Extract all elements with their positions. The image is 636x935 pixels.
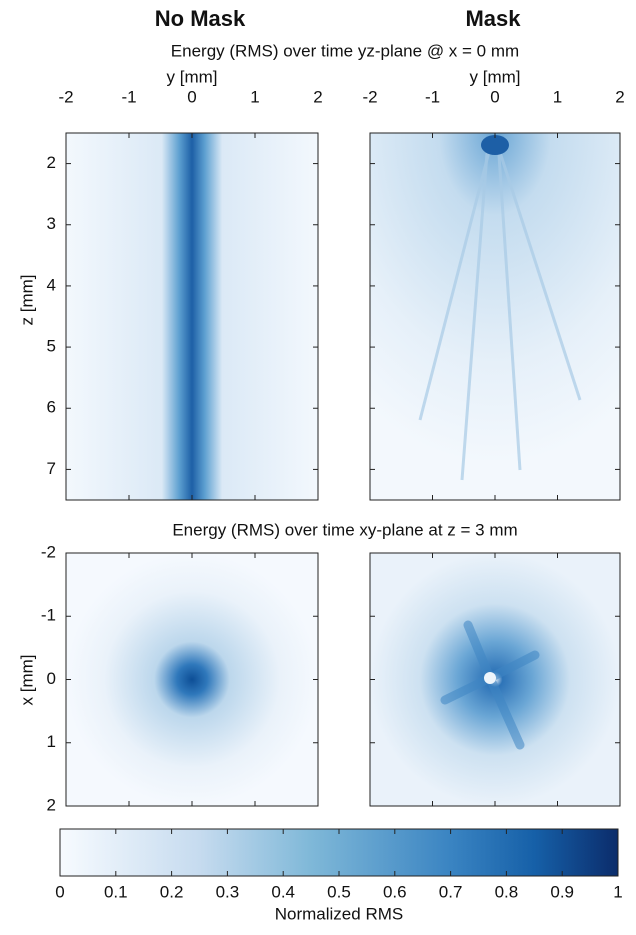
x-tick-label: -2 bbox=[58, 87, 73, 106]
colorbar-tick-label: 1 bbox=[613, 882, 622, 901]
y-tick-label: 4 bbox=[47, 275, 56, 294]
x-axis-label: y [mm] bbox=[470, 67, 521, 86]
x-tick-label: 2 bbox=[313, 87, 322, 106]
y-axis-label: x [mm] bbox=[17, 655, 36, 706]
heatmap-image bbox=[66, 133, 318, 500]
y-tick-label: -2 bbox=[41, 542, 56, 561]
heatmap-spokes bbox=[440, 620, 540, 750]
colorbar-tick-label: 0.5 bbox=[327, 882, 351, 901]
x-axis-label: y [mm] bbox=[167, 67, 218, 86]
colorbar-tick-label: 0.9 bbox=[550, 882, 574, 901]
colorbar bbox=[60, 829, 618, 876]
y-tick-label: -1 bbox=[41, 606, 56, 625]
x-tick-label: 0 bbox=[490, 87, 499, 106]
colorbar-tick-label: 0.7 bbox=[439, 882, 463, 901]
y-tick-label: 1 bbox=[47, 732, 56, 751]
panel-title: Energy (RMS) over time yz-plane @ x = 0 … bbox=[171, 41, 519, 60]
y-axis-label: z [mm] bbox=[17, 275, 36, 326]
y-tick-label: 6 bbox=[47, 398, 56, 417]
x-tick-label: 0 bbox=[187, 87, 196, 106]
colorbar-tick-label: 0.2 bbox=[160, 882, 184, 901]
y-tick-label: 5 bbox=[47, 337, 56, 356]
y-tick-label: 3 bbox=[47, 214, 56, 233]
heatmap-hotspot bbox=[481, 135, 509, 155]
panel-title: Energy (RMS) over time xy-plane at z = 3… bbox=[172, 520, 517, 539]
colorbar-tick-label: 0.8 bbox=[495, 882, 519, 901]
heatmap-hole bbox=[484, 672, 496, 684]
colorbar-tick-label: 0 bbox=[55, 882, 64, 901]
heatmap-image bbox=[66, 553, 318, 806]
colorbar-tick-label: 0.3 bbox=[216, 882, 240, 901]
x-tick-label: 2 bbox=[615, 87, 624, 106]
colorbar-tick-label: 0.6 bbox=[383, 882, 407, 901]
x-tick-label: -1 bbox=[425, 87, 440, 106]
heatmap-image bbox=[370, 133, 620, 500]
y-tick-label: 7 bbox=[47, 459, 56, 478]
column-title: Mask bbox=[465, 6, 521, 31]
colorbar-tick-label: 0.4 bbox=[271, 882, 295, 901]
y-tick-label: 2 bbox=[47, 153, 56, 172]
heatmap-streaks bbox=[418, 139, 582, 481]
colorbar-tick-label: 0.1 bbox=[104, 882, 128, 901]
colorbar-label: Normalized RMS bbox=[275, 904, 403, 923]
y-tick-label: 2 bbox=[47, 795, 56, 814]
y-tick-label: 0 bbox=[47, 669, 56, 688]
column-title: No Mask bbox=[155, 6, 246, 31]
x-tick-label: -1 bbox=[121, 87, 136, 106]
x-tick-label: 1 bbox=[250, 87, 259, 106]
x-tick-label: 1 bbox=[553, 87, 562, 106]
x-tick-label: -2 bbox=[362, 87, 377, 106]
